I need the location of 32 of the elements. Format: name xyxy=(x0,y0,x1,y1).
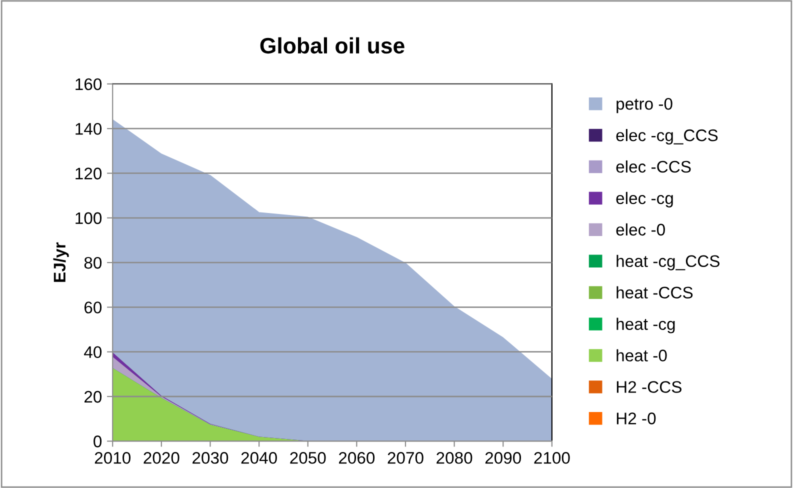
x-tick-label: 2080 xyxy=(436,452,472,464)
x-tick-label: 2060 xyxy=(338,452,375,464)
legend-label: heat -cg xyxy=(616,318,675,334)
x-tick-label: 2040 xyxy=(241,452,277,464)
legend-label: elec -0 xyxy=(616,223,665,236)
y-tick-label: 20 xyxy=(84,390,102,403)
x-tick-label: 2020 xyxy=(144,452,180,464)
y-tick-label: 80 xyxy=(84,256,102,269)
legend-label: elec -cg xyxy=(616,192,673,208)
x-tick-label: 2070 xyxy=(388,452,424,464)
x-tick-label: 2100 xyxy=(534,452,570,464)
legend-label: elec -CCS xyxy=(616,160,691,173)
y-tick-label: 160 xyxy=(76,78,102,90)
legend-label: H2 -0 xyxy=(616,412,656,424)
y-tick-label: 140 xyxy=(76,122,102,135)
legend-label: petro -0 xyxy=(616,98,672,114)
chart-title: Global oil use xyxy=(260,37,404,54)
legend-label: heat -CCS xyxy=(616,286,693,299)
legend-label: elec -cg_CCS xyxy=(616,128,718,145)
y-axis-title: EJ/yr xyxy=(53,242,69,282)
y-tick-label: 0 xyxy=(94,436,102,448)
y-tick-label: 60 xyxy=(84,302,102,314)
y-tick-label: 100 xyxy=(76,212,102,224)
y-tick-label: 40 xyxy=(84,346,102,358)
x-tick-label: 2090 xyxy=(485,452,522,464)
x-tick-label: 2050 xyxy=(290,452,326,464)
x-tick-label: 2030 xyxy=(192,452,228,464)
legend-label: H2 -CCS xyxy=(616,381,682,393)
legend-label: heat -0 xyxy=(616,349,667,362)
legend-label: heat -cg_CCS xyxy=(616,254,720,270)
y-tick-label: 120 xyxy=(76,168,102,180)
x-tick-label: 2010 xyxy=(94,452,130,464)
